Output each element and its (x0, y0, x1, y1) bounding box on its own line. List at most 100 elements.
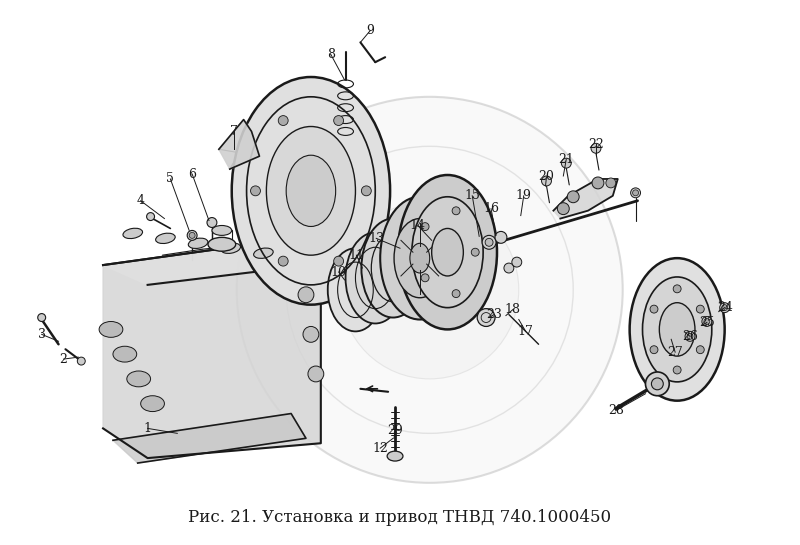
Text: 27: 27 (667, 346, 683, 359)
Text: Рис. 21. Установка и привод ТНВД 740.1000450: Рис. 21. Установка и привод ТНВД 740.100… (189, 509, 611, 526)
Ellipse shape (642, 277, 712, 382)
Circle shape (334, 256, 343, 266)
Ellipse shape (346, 232, 405, 324)
Ellipse shape (156, 233, 175, 244)
Text: 7: 7 (230, 125, 238, 138)
Text: 17: 17 (518, 325, 534, 338)
Circle shape (504, 263, 514, 273)
Circle shape (78, 357, 86, 365)
Circle shape (646, 372, 670, 396)
Ellipse shape (99, 322, 123, 337)
Text: 19: 19 (516, 189, 532, 202)
Ellipse shape (232, 77, 390, 305)
Circle shape (485, 238, 493, 246)
Circle shape (303, 326, 319, 342)
Circle shape (298, 287, 314, 302)
Ellipse shape (254, 248, 273, 258)
Text: 1: 1 (143, 422, 151, 435)
Ellipse shape (398, 175, 497, 329)
Ellipse shape (286, 155, 336, 227)
Text: 18: 18 (505, 303, 521, 316)
Ellipse shape (432, 228, 463, 276)
Circle shape (696, 305, 704, 313)
Circle shape (421, 223, 429, 231)
Ellipse shape (410, 243, 430, 273)
Ellipse shape (387, 451, 403, 461)
Ellipse shape (341, 201, 518, 379)
Circle shape (452, 290, 460, 298)
Ellipse shape (221, 243, 241, 253)
Circle shape (278, 256, 288, 266)
Circle shape (722, 305, 728, 311)
Circle shape (606, 178, 616, 188)
Polygon shape (113, 414, 306, 463)
Text: 2: 2 (59, 353, 67, 366)
Circle shape (704, 318, 710, 324)
Ellipse shape (127, 371, 150, 387)
Circle shape (651, 378, 663, 390)
Circle shape (567, 191, 579, 203)
Text: 15: 15 (464, 189, 480, 202)
Text: 28: 28 (608, 404, 624, 417)
Circle shape (362, 186, 371, 196)
Circle shape (558, 203, 570, 215)
Circle shape (512, 257, 522, 267)
Circle shape (702, 317, 712, 326)
Text: 23: 23 (486, 308, 502, 321)
Ellipse shape (362, 219, 425, 318)
Circle shape (187, 231, 197, 240)
Circle shape (482, 235, 496, 249)
Circle shape (308, 366, 324, 382)
Circle shape (146, 213, 154, 221)
Text: 13: 13 (368, 232, 384, 245)
Text: 21: 21 (558, 153, 574, 166)
Ellipse shape (394, 219, 446, 298)
Polygon shape (219, 119, 259, 169)
Circle shape (495, 232, 507, 243)
Text: 11: 11 (349, 249, 365, 262)
Circle shape (452, 207, 460, 215)
Text: 20: 20 (538, 171, 554, 184)
Circle shape (687, 334, 693, 340)
Circle shape (696, 346, 704, 354)
Text: 6: 6 (188, 167, 196, 180)
Polygon shape (554, 179, 618, 219)
Ellipse shape (328, 249, 383, 331)
Circle shape (591, 143, 601, 153)
Ellipse shape (208, 238, 236, 251)
Circle shape (650, 305, 658, 313)
Text: 9: 9 (366, 24, 374, 37)
Circle shape (720, 302, 730, 313)
Circle shape (592, 177, 604, 189)
Text: 5: 5 (166, 172, 174, 185)
Ellipse shape (141, 396, 165, 411)
Circle shape (207, 217, 217, 227)
Circle shape (673, 366, 681, 374)
Circle shape (471, 249, 479, 256)
Text: 29: 29 (387, 424, 403, 437)
Circle shape (478, 308, 495, 326)
Circle shape (542, 176, 551, 186)
Ellipse shape (630, 258, 725, 401)
Text: 12: 12 (372, 441, 388, 455)
Circle shape (630, 188, 641, 198)
Ellipse shape (113, 346, 137, 362)
Text: 24: 24 (717, 301, 733, 314)
Text: 8: 8 (326, 48, 334, 60)
Polygon shape (103, 240, 311, 285)
Circle shape (250, 186, 261, 196)
Text: 3: 3 (38, 328, 46, 341)
Ellipse shape (212, 226, 232, 235)
Ellipse shape (380, 197, 459, 319)
Circle shape (562, 158, 571, 168)
Ellipse shape (123, 228, 142, 239)
Text: 4: 4 (137, 194, 145, 207)
Ellipse shape (266, 126, 355, 255)
Text: 22: 22 (588, 138, 604, 151)
Text: 16: 16 (483, 202, 499, 215)
Circle shape (38, 313, 46, 322)
Circle shape (278, 116, 288, 125)
Circle shape (685, 331, 695, 341)
Text: 26: 26 (682, 330, 698, 343)
Text: 14: 14 (410, 219, 426, 232)
